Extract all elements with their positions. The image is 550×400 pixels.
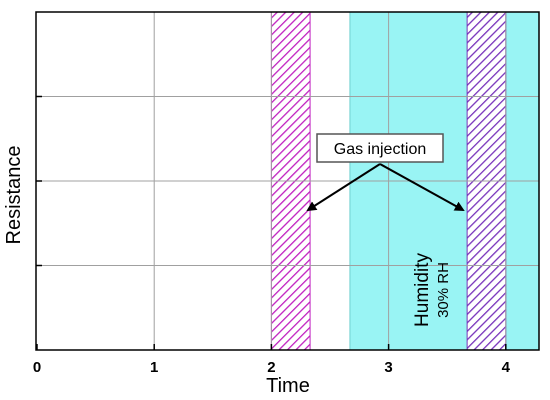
grid [36, 12, 539, 350]
x-axis-title: Time [266, 375, 310, 397]
x-tick-label: 2 [267, 359, 275, 376]
arrow-to-gas-injection-2 [379, 163, 465, 211]
x-ticks: 0 1 2 3 4 [33, 344, 511, 376]
humidity-text: Humidity [412, 253, 433, 327]
x-tick-label: 1 [150, 359, 158, 376]
plot-frame [35, 11, 540, 351]
callout-box [316, 133, 444, 163]
x-tick-label: 3 [384, 359, 392, 376]
gas-injection-callout: Gas injection [306, 133, 465, 212]
x-tick-label: 4 [502, 359, 511, 376]
arrow-to-gas-injection-1 [306, 163, 381, 212]
callout-text: Gas injection [334, 141, 427, 158]
humidity-subtext: 30% RH [435, 262, 452, 318]
x-tick-label: 0 [33, 359, 41, 376]
humidity-label: Humidity 30% RH [412, 253, 452, 327]
y-axis-title: Resistance [3, 146, 25, 245]
